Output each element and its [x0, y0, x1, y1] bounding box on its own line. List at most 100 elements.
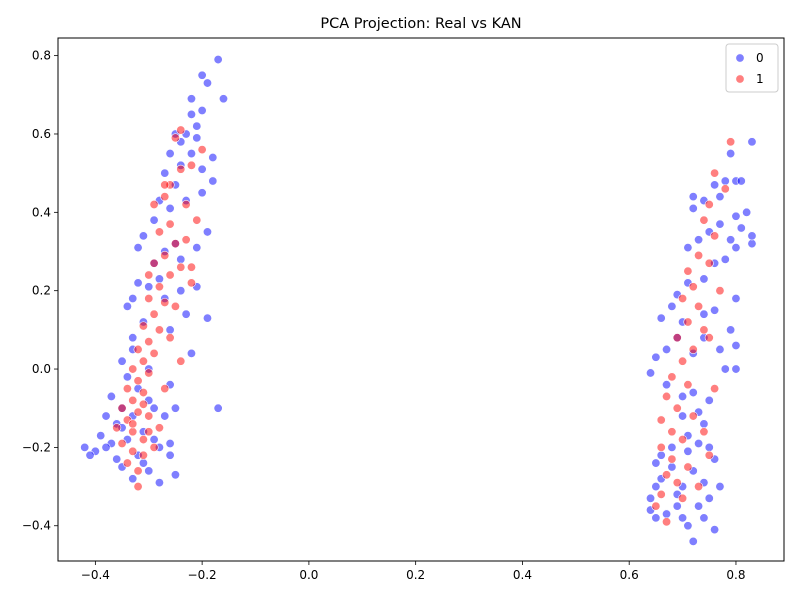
point-series-1-39 [144, 411, 154, 421]
point-series-0-42 [106, 391, 116, 401]
point-series-0-102 [747, 231, 757, 241]
point-series-1-75 [688, 344, 698, 354]
point-series-1-82 [656, 415, 666, 425]
point-series-0-114 [710, 305, 720, 315]
point-series-1-54 [165, 333, 175, 343]
point-series-1-61 [710, 168, 720, 178]
point-series-1-14 [160, 250, 170, 260]
point-series-1-31 [128, 364, 138, 374]
point-series-1-46 [138, 450, 148, 460]
point-series-0-3 [202, 78, 212, 88]
point-series-0-39 [117, 356, 127, 366]
point-series-1-13 [181, 235, 191, 245]
point-series-0-143 [678, 513, 688, 523]
x-tick-label: 0.2 [406, 568, 425, 582]
point-series-0-44 [101, 411, 111, 421]
point-series-0-19 [197, 188, 207, 198]
point-series-0-135 [651, 458, 661, 468]
x-axis: −0.4 −0.2 0.0 0.2 0.4 0.6 0.8 [81, 561, 746, 582]
point-series-1-7 [149, 200, 159, 210]
point-series-1-15 [149, 258, 159, 268]
point-series-1-51 [154, 423, 164, 433]
point-series-1-87 [683, 462, 693, 472]
point-series-0-92 [688, 192, 698, 202]
point-series-0-28 [202, 227, 212, 237]
point-series-0-37 [165, 325, 175, 335]
x-tick-label: 0.6 [620, 568, 639, 582]
point-series-1-66 [694, 250, 704, 260]
point-series-1-1 [170, 133, 180, 143]
point-series-0-101 [747, 239, 757, 249]
point-series-1-43 [138, 435, 148, 445]
point-series-0-71 [128, 333, 138, 343]
y-tick-label: −0.4 [22, 519, 51, 533]
y-tick-label: 0.4 [32, 205, 51, 219]
points-layer [80, 55, 757, 546]
legend-label-0: 0 [756, 51, 764, 65]
legend: 01 [725, 43, 779, 93]
point-series-0-99 [683, 243, 693, 253]
point-series-1-70 [678, 294, 688, 304]
point-series-1-16 [176, 262, 186, 272]
point-series-0-93 [688, 203, 698, 213]
point-series-0-56 [170, 470, 180, 480]
point-series-0-50 [112, 454, 122, 464]
point-series-0-138 [646, 493, 656, 503]
point-series-1-93 [662, 517, 672, 527]
point-series-0-48 [85, 450, 95, 460]
point-series-0-13 [197, 164, 207, 174]
point-series-1-74 [672, 333, 682, 343]
point-series-1-45 [128, 446, 138, 456]
point-series-0-1 [197, 70, 207, 80]
point-series-1-96 [699, 427, 709, 437]
point-series-1-3 [186, 160, 196, 170]
point-series-0-35 [181, 309, 191, 319]
point-series-0-125 [651, 352, 661, 362]
point-series-0-83 [176, 286, 186, 296]
point-series-1-56 [160, 180, 170, 190]
point-series-1-90 [656, 489, 666, 499]
point-series-1-72 [683, 317, 693, 327]
point-series-0-156 [683, 446, 693, 456]
y-tick-label: 0.2 [32, 284, 51, 298]
point-series-1-77 [667, 372, 677, 382]
point-series-1-62 [720, 184, 730, 194]
point-series-0-17 [160, 168, 170, 178]
point-series-1-36 [128, 395, 138, 405]
point-series-1-71 [694, 301, 704, 311]
point-series-1-11 [154, 227, 164, 237]
point-series-0-95 [742, 207, 752, 217]
point-series-0-150 [710, 525, 720, 535]
point-series-0-24 [149, 215, 159, 225]
point-series-0-148 [694, 501, 704, 511]
point-series-1-17 [186, 262, 196, 272]
point-series-1-9 [192, 215, 202, 225]
point-series-0-14 [186, 149, 196, 159]
point-series-1-48 [133, 466, 143, 476]
series-1 [112, 125, 736, 527]
point-series-1-53 [176, 356, 186, 366]
point-series-1-24 [149, 309, 159, 319]
legend-box [725, 43, 779, 93]
point-series-0-110 [667, 301, 677, 311]
point-series-0-140 [651, 513, 661, 523]
point-series-1-47 [122, 458, 132, 468]
point-series-0-16 [165, 149, 175, 159]
point-series-0-141 [662, 509, 672, 519]
point-series-0-25 [138, 231, 148, 241]
point-series-0-85 [726, 149, 736, 159]
point-series-1-6 [160, 192, 170, 202]
point-series-0-124 [662, 344, 672, 354]
point-series-0-134 [656, 450, 666, 460]
y-tick-label: 0.8 [32, 49, 51, 63]
point-series-0-5 [197, 105, 207, 115]
point-series-1-20 [154, 282, 164, 292]
point-series-0-36 [202, 313, 212, 323]
point-series-1-30 [138, 356, 148, 366]
point-series-0-98 [694, 235, 704, 245]
point-series-1-60 [726, 137, 736, 147]
point-series-0-154 [667, 462, 677, 472]
point-series-0-117 [731, 341, 741, 351]
point-series-1-65 [710, 231, 720, 241]
